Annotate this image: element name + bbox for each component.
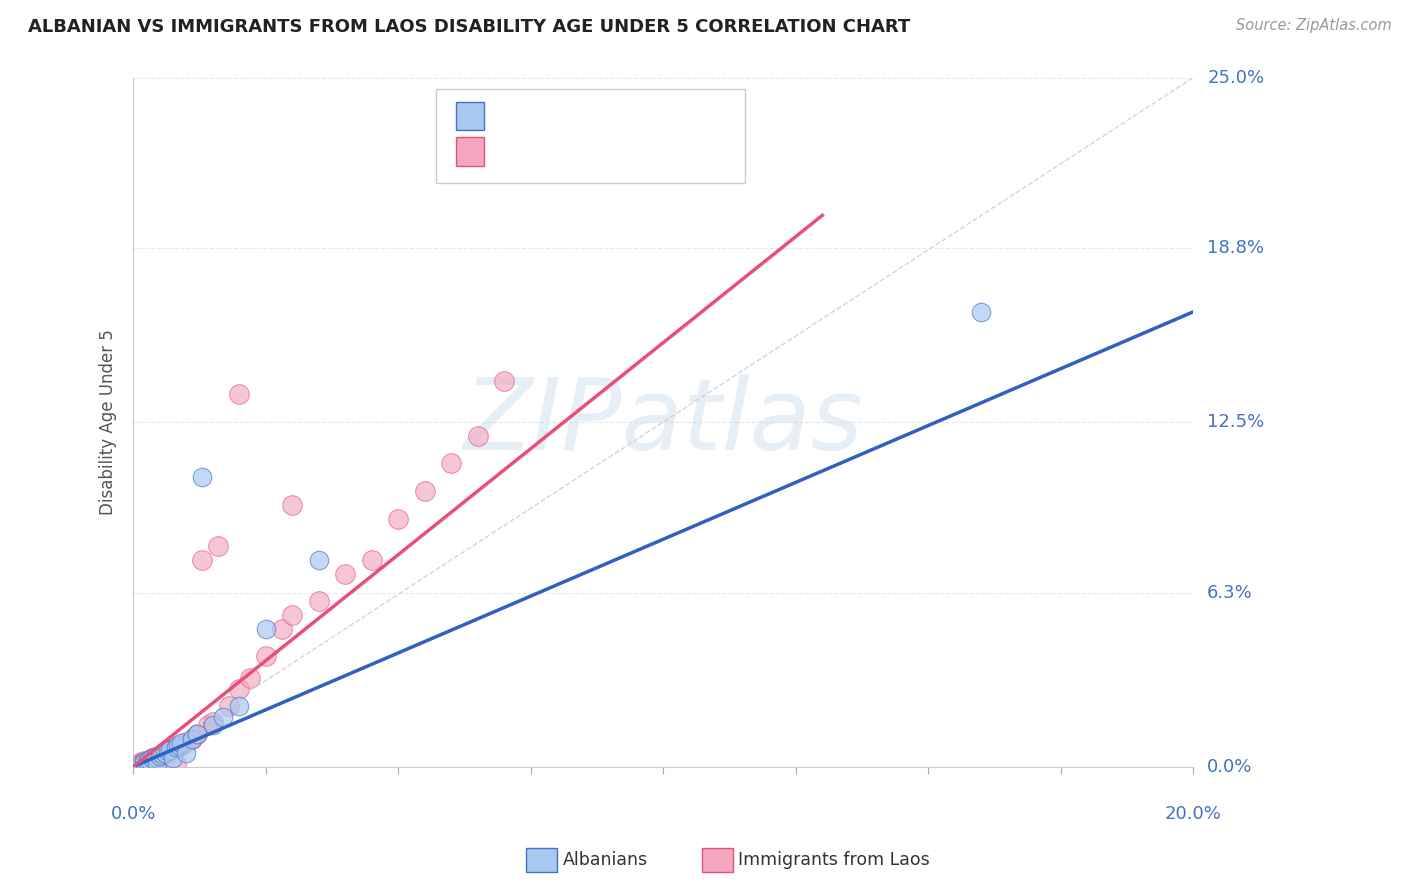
Point — [207, 539, 229, 553]
Text: Source: ZipAtlas.com: Source: ZipAtlas.com — [1236, 18, 1392, 33]
Point — [186, 726, 208, 740]
Text: Immigrants from Laos: Immigrants from Laos — [738, 851, 929, 869]
Point — [218, 698, 240, 713]
Point — [159, 743, 181, 757]
Point — [143, 750, 166, 764]
Point — [152, 747, 174, 762]
Text: 0.0%: 0.0% — [111, 805, 156, 823]
Point — [201, 715, 224, 730]
Point — [191, 470, 214, 484]
Point — [167, 738, 190, 752]
Point — [132, 754, 155, 768]
Point — [281, 607, 304, 622]
Text: R = 0.905   N = 26: R = 0.905 N = 26 — [491, 106, 669, 126]
Point — [170, 738, 193, 752]
Text: 0.0%: 0.0% — [1208, 757, 1253, 775]
Point — [239, 672, 262, 686]
Text: 6.3%: 6.3% — [1208, 584, 1253, 602]
Point — [143, 750, 166, 764]
Point — [494, 374, 516, 388]
Point — [129, 756, 152, 770]
Point — [138, 753, 160, 767]
Point — [467, 429, 489, 443]
Point — [228, 698, 250, 713]
Point — [167, 740, 190, 755]
Point — [254, 622, 277, 636]
Text: 12.5%: 12.5% — [1208, 413, 1264, 431]
Point — [176, 746, 198, 760]
Point — [162, 751, 184, 765]
Point — [281, 498, 304, 512]
Point — [197, 718, 219, 732]
Point — [165, 740, 187, 755]
Point — [156, 744, 179, 758]
Point — [128, 756, 150, 771]
Point — [159, 743, 181, 757]
Point — [254, 649, 277, 664]
Y-axis label: Disability Age Under 5: Disability Age Under 5 — [100, 329, 117, 515]
Point — [135, 756, 157, 771]
Point — [191, 553, 214, 567]
Point — [152, 747, 174, 762]
Point — [156, 744, 179, 758]
Point — [387, 511, 409, 525]
Point — [146, 756, 169, 771]
Text: R = 0.608   N = 41: R = 0.608 N = 41 — [491, 142, 669, 161]
Point — [308, 594, 330, 608]
Text: ALBANIAN VS IMMIGRANTS FROM LAOS DISABILITY AGE UNDER 5 CORRELATION CHART: ALBANIAN VS IMMIGRANTS FROM LAOS DISABIL… — [28, 18, 910, 36]
Point — [360, 553, 382, 567]
Point — [149, 748, 172, 763]
Point — [180, 732, 202, 747]
Text: ZIPatlas: ZIPatlas — [464, 374, 863, 471]
Point — [153, 746, 176, 760]
Point — [135, 754, 157, 768]
Point — [146, 754, 169, 768]
Point — [228, 682, 250, 697]
Point — [970, 305, 993, 319]
Point — [153, 746, 176, 760]
Point — [138, 753, 160, 767]
Point — [132, 756, 155, 770]
Point — [176, 735, 198, 749]
Point — [520, 153, 543, 168]
Point — [165, 756, 187, 771]
Point — [162, 741, 184, 756]
Text: Albanians: Albanians — [562, 851, 648, 869]
Point — [201, 718, 224, 732]
Point — [228, 387, 250, 401]
Point — [440, 457, 463, 471]
Point — [308, 553, 330, 567]
Point — [141, 751, 163, 765]
Point — [180, 732, 202, 747]
Point — [270, 622, 292, 636]
Point — [141, 751, 163, 765]
Text: 25.0%: 25.0% — [1208, 69, 1264, 87]
Point — [212, 710, 235, 724]
Point — [129, 756, 152, 771]
Point — [186, 726, 208, 740]
Point — [413, 483, 436, 498]
Point — [335, 566, 357, 581]
Text: 18.8%: 18.8% — [1208, 239, 1264, 258]
Point — [149, 748, 172, 763]
Text: 20.0%: 20.0% — [1166, 805, 1222, 823]
Point — [170, 736, 193, 750]
